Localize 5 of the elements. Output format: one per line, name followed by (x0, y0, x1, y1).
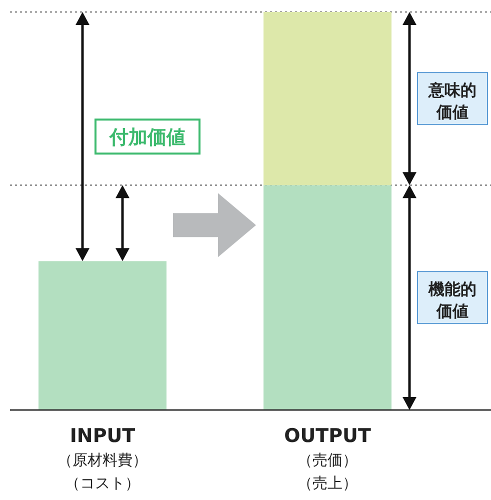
text: 機能的価値 (428, 280, 476, 321)
text: 意味的価値 (428, 80, 476, 122)
annotation: 付加価値 (108, 126, 186, 149)
x-tick-label: INPUT （原材料費）（コスト） (58, 425, 148, 492)
x-tick-label: OUTPUT （売価）（売上） (284, 425, 371, 492)
